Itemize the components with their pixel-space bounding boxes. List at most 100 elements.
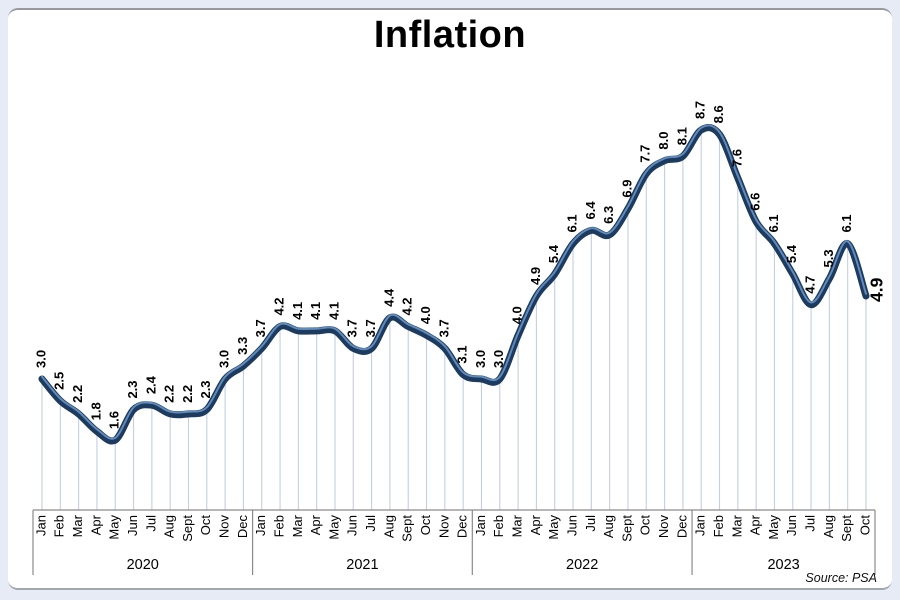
month-tick-label: Jul — [803, 515, 818, 532]
month-tick-label: Sept — [400, 515, 415, 542]
value-label: 3.0 — [33, 350, 48, 368]
month-tick-label: Feb — [491, 515, 506, 537]
month-tick-label: Jun — [784, 515, 799, 536]
month-tick-label: May — [766, 515, 781, 540]
month-tick-label: Mar — [729, 514, 744, 537]
x-axis — [32, 509, 876, 575]
month-tick-label: Apr — [528, 514, 543, 535]
month-tick-label: Aug — [162, 515, 177, 538]
value-label-latest: 4.9 — [867, 277, 887, 302]
value-label: 4.7 — [803, 276, 818, 294]
drop-lines — [41, 129, 867, 510]
value-label: 4.4 — [381, 288, 396, 307]
value-label: 6.3 — [601, 206, 616, 224]
value-label: 4.2 — [400, 297, 415, 315]
month-tick-label: May — [107, 515, 122, 540]
month-tick-label: Jul — [583, 515, 598, 532]
value-label: 4.0 — [418, 306, 433, 324]
value-label: 2.3 — [198, 380, 213, 398]
value-label: 2.5 — [52, 372, 67, 390]
year-label: 2023 — [767, 557, 799, 573]
month-tick-label: Oct — [638, 515, 653, 536]
month-tick-label: Jun — [564, 515, 579, 536]
month-tick-label: Apr — [748, 514, 763, 535]
value-label: 2.4 — [143, 375, 158, 394]
month-tick-label: Jan — [33, 515, 48, 536]
value-label: 5.4 — [784, 244, 799, 263]
month-tick-label: Sept — [180, 515, 195, 542]
month-tick-label: Dec — [235, 515, 250, 539]
month-tick-label: Jun — [345, 515, 360, 536]
value-label: 4.9 — [528, 267, 543, 285]
month-tick-label: Jan — [693, 515, 708, 536]
chart-panel — [8, 8, 892, 590]
month-tick-label: Nov — [217, 515, 232, 539]
value-label: 3.7 — [436, 319, 451, 337]
month-tick-label: Apr — [88, 514, 103, 535]
value-label: 6.1 — [564, 214, 579, 232]
source-note: Source: PSA — [805, 571, 877, 585]
month-tick-label: Mar — [510, 514, 525, 537]
month-tick-label: Aug — [821, 515, 836, 538]
value-label: 6.4 — [583, 201, 598, 220]
value-labels: 3.02.52.21.8 1.62.3 2.4 2.2 2.2 2.33.03.33.74… — [33, 101, 886, 429]
month-tick-label: Sept — [619, 515, 634, 542]
month-tick-label: Feb — [52, 515, 67, 537]
value-label: 3.0 — [473, 350, 488, 368]
value-label: 2.3 — [125, 380, 140, 398]
month-tick-label: Mar — [290, 514, 305, 537]
value-label: 2.2 — [162, 385, 177, 403]
value-label: 2.2 — [70, 385, 85, 403]
month-tick-label: Jun — [125, 515, 140, 536]
year-label: 2020 — [127, 557, 159, 573]
year-label: 2022 — [566, 557, 598, 573]
value-label: 3.1 — [455, 346, 470, 364]
month-tick-label: Aug — [601, 515, 616, 538]
value-label: 4.2 — [271, 297, 286, 315]
year-label: 2021 — [346, 557, 378, 573]
value-label: 6.6 — [748, 193, 763, 211]
value-label: 4.1 — [308, 302, 323, 320]
value-label: 3.0 — [217, 350, 232, 368]
value-label: 8.0 — [656, 131, 671, 149]
value-label: 2.2 — [180, 385, 195, 403]
value-label: 4.0 — [510, 306, 525, 324]
month-tick-label: Feb — [271, 515, 286, 537]
value-label: 1.8 — [88, 402, 103, 420]
value-label: 3.0 — [491, 350, 506, 368]
month-tick-label: Oct — [198, 515, 213, 536]
value-label: 8.6 — [711, 105, 726, 123]
month-tick-label: Oct — [418, 515, 433, 536]
value-label: 5.4 — [546, 244, 561, 263]
month-axis-labels: Jan Feb Mar Apr May Jun Jul Aug Sept Oct Nov Dec Jan… — [33, 514, 872, 541]
month-tick-label: Dec — [455, 515, 470, 539]
value-label: 8.1 — [674, 127, 689, 145]
value-label: 8.7 — [693, 101, 708, 119]
value-label: 5.3 — [821, 249, 836, 267]
month-tick-label: Sept — [839, 515, 854, 542]
month-tick-label: Jul — [143, 515, 158, 532]
month-tick-label: May — [326, 515, 341, 540]
month-tick-label: Nov — [656, 515, 671, 539]
year-labels: 2020 2021 2022 2023 — [127, 557, 800, 573]
value-label: 3.7 — [363, 319, 378, 337]
month-tick-label: Jul — [363, 515, 378, 532]
month-tick-label: May — [546, 515, 561, 540]
value-label: 1.6 — [107, 411, 122, 429]
month-tick-label: Nov — [436, 515, 451, 539]
value-label: 6.9 — [619, 180, 634, 198]
value-label: 7.7 — [638, 145, 653, 163]
month-tick-label: Dec — [674, 515, 689, 539]
month-tick-label: Jan — [473, 515, 488, 536]
value-label: 3.7 — [253, 319, 268, 337]
month-tick-label: Aug — [381, 515, 396, 538]
value-label: 4.1 — [326, 302, 341, 320]
month-tick-label: Jan — [253, 515, 268, 536]
value-label: 6.1 — [766, 214, 781, 232]
value-label: 7.6 — [729, 149, 744, 167]
month-tick-label: Mar — [70, 514, 85, 537]
inflation-line-highlight — [41, 124, 867, 440]
month-tick-label: Oct — [857, 515, 872, 536]
month-tick-label: Feb — [711, 515, 726, 537]
